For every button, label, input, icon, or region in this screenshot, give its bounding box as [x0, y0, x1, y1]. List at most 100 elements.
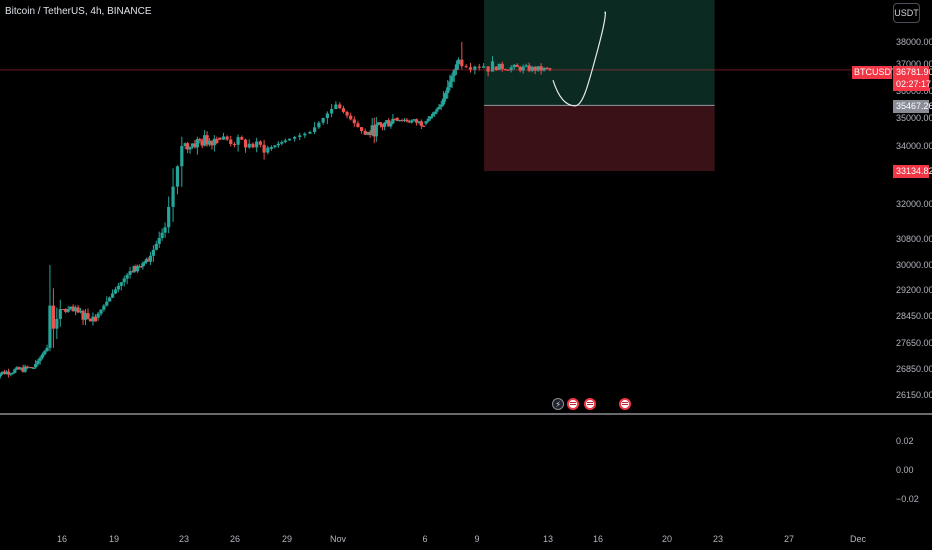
candle-body — [521, 66, 525, 71]
candle-body — [454, 64, 459, 71]
candle-body — [180, 146, 184, 167]
candle-body — [36, 360, 40, 365]
freehand-projection-drawing[interactable] — [552, 11, 607, 107]
long-position-zones[interactable] — [484, 0, 715, 172]
candle-body — [2, 371, 7, 375]
candle-body — [83, 313, 88, 320]
candle-body — [308, 132, 312, 134]
candle-body — [378, 122, 383, 125]
candle-body — [132, 266, 136, 273]
candle-body — [7, 371, 11, 375]
candle-body — [435, 109, 439, 112]
candle-body — [221, 136, 226, 140]
us-flag-icon[interactable] — [567, 398, 579, 410]
candle-body — [64, 309, 68, 312]
candle-body — [58, 309, 62, 319]
candle-body — [78, 310, 83, 313]
candle-body — [486, 66, 490, 72]
candle-body — [548, 68, 552, 70]
candle-body — [125, 274, 129, 279]
candle-body — [243, 139, 248, 148]
candle-body — [266, 147, 270, 153]
price-scale[interactable]: 38000.00 37000.00 36000.00 35000.00 34000.00… — [896, 37, 932, 400]
candle-body — [11, 372, 15, 374]
us-flag-icon[interactable] — [584, 398, 596, 410]
currency-button[interactable]: USDT — [893, 3, 920, 23]
candle-body — [251, 143, 255, 148]
oscillator-scale[interactable]: 0.02 0.00 −0.02 — [896, 436, 919, 504]
candle-body — [412, 119, 416, 121]
candlestick-series — [0, 42, 552, 379]
candle-body — [269, 147, 273, 149]
candle-body — [66, 308, 70, 312]
price-tick-label: 26150.00 — [896, 390, 932, 400]
candle-body — [276, 143, 280, 146]
loss-zone — [484, 105, 715, 172]
candle-body — [482, 66, 486, 68]
candle-body — [186, 143, 190, 150]
candle-body — [99, 309, 103, 314]
candle-body — [389, 123, 393, 127]
candle-body — [40, 354, 45, 358]
candle-body — [443, 93, 448, 99]
candle-body — [426, 118, 430, 122]
candle-body — [25, 366, 29, 368]
price-tick-label: 28450.00 — [896, 311, 932, 321]
candle-body — [141, 263, 145, 267]
us-flag-icon[interactable] — [619, 398, 631, 410]
candle-body — [212, 138, 216, 146]
candle-body — [385, 120, 389, 123]
candle-body — [139, 266, 143, 268]
candle-body — [205, 135, 209, 145]
price-tick-label: 30000.00 — [896, 260, 932, 270]
time-tick-label: 26 — [230, 534, 240, 544]
candle-body — [258, 141, 262, 145]
candle-body — [441, 98, 446, 105]
candle-body — [383, 122, 387, 127]
time-tick-label: Nov — [330, 534, 347, 544]
candle-body — [370, 125, 374, 135]
candle-body — [287, 138, 292, 141]
candle-body — [193, 143, 197, 148]
candle-body — [345, 111, 349, 116]
candle-body — [0, 371, 5, 374]
candle-body — [530, 66, 534, 71]
time-tick-label: 20 — [662, 534, 672, 544]
candle-body — [71, 306, 75, 312]
candle-body — [146, 259, 150, 261]
candle-body — [137, 266, 141, 268]
candle-body — [283, 140, 287, 143]
candle-body — [236, 137, 240, 145]
symbol-title[interactable]: Bitcoin / TetherUS, 4h, BINANCE — [5, 6, 152, 17]
candle-body — [539, 66, 543, 71]
time-tick-label: 27 — [784, 534, 794, 544]
candle-body — [195, 139, 199, 148]
candle-body — [4, 371, 9, 375]
oscillator-tick-label: 0.02 — [896, 436, 914, 446]
time-tick-label: 16 — [57, 534, 67, 544]
candle-body — [19, 367, 23, 370]
candle-body — [376, 122, 380, 125]
candle-body — [55, 318, 59, 329]
candle-body — [410, 120, 414, 123]
oscillator-tick-label: −0.02 — [896, 494, 919, 504]
candle-body — [91, 316, 95, 322]
candle-body — [497, 63, 501, 71]
candle-body — [210, 140, 214, 146]
candle-body — [190, 143, 195, 147]
candle-body — [21, 367, 25, 372]
candle-body — [93, 316, 98, 322]
candle-body — [157, 238, 161, 244]
candle-body — [464, 66, 468, 68]
lightning-icon[interactable]: ⚡︎ — [552, 398, 564, 410]
entry-price-badge: 35467.26 — [893, 100, 932, 113]
candle-body — [473, 66, 477, 70]
oscillator-tick-label: 0.00 — [896, 465, 914, 475]
candle-body — [154, 243, 158, 250]
candle-body — [494, 66, 498, 71]
candle-body — [341, 108, 346, 112]
time-axis[interactable]: 16 19 23 26 29 Nov 6 9 13 16 20 23 27 Dec — [57, 534, 867, 544]
candle-body — [424, 121, 428, 124]
candle-body — [468, 67, 473, 70]
